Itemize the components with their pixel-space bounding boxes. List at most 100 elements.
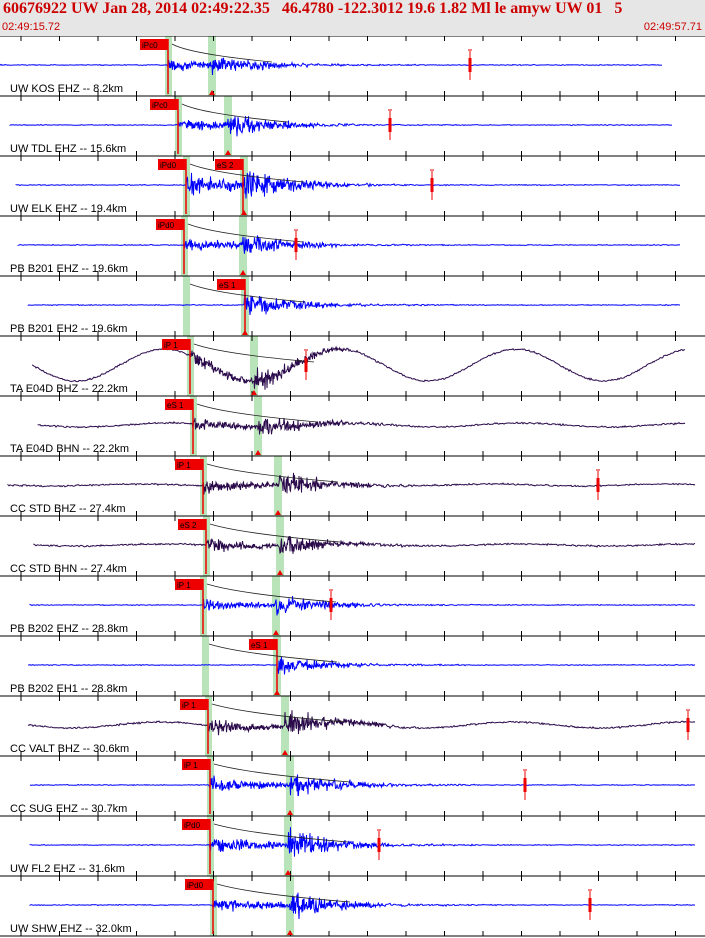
seismogram-panel[interactable]: iPc0 UW KOS EHZ -- 8.2km iPc0 UW TDL EHZ --… xyxy=(0,36,705,938)
pick-flag[interactable] xyxy=(178,519,206,530)
travel-time-curve xyxy=(189,163,305,183)
channel-label: UW TDL EHZ -- 15.6km xyxy=(10,143,126,155)
s-marker-icon xyxy=(241,210,247,215)
s-window-band xyxy=(250,336,258,396)
travel-time-curve xyxy=(193,343,315,363)
pick-flag[interactable] xyxy=(180,699,208,710)
amplitude-marker-bar xyxy=(430,178,434,192)
s-marker-icon xyxy=(255,450,261,455)
amplitude-marker-bar xyxy=(523,778,527,792)
header-bar: 60676922 UW Jan 28, 2014 02:49:22.35 46.… xyxy=(0,0,705,36)
channel-label: PB B201 EHZ -- 19.6km xyxy=(10,263,128,275)
amplitude-marker-bar xyxy=(329,598,333,612)
pick-label: iPd0 xyxy=(184,821,201,830)
travel-time-curve xyxy=(206,583,337,603)
channel-label: UW ELK EHZ -- 19.4km xyxy=(10,203,127,215)
pick-label: eS 1 xyxy=(219,281,236,290)
waveform-trace[interactable] xyxy=(37,417,686,435)
pick-label: eS 2 xyxy=(180,521,197,530)
channel-label: CC SUG EHZ -- 30.7km xyxy=(10,803,127,815)
travel-time-curve xyxy=(206,463,339,483)
amplitude-marker-bar xyxy=(596,478,600,492)
waveform-trace[interactable] xyxy=(28,656,696,675)
pick-flag[interactable] xyxy=(182,819,210,830)
pick-label: eS 1 xyxy=(167,401,184,410)
amplitude-marker-bar xyxy=(686,718,690,732)
waveform-trace[interactable] xyxy=(29,827,696,857)
waveform-trace[interactable] xyxy=(31,345,685,390)
amplitude-marker-bar xyxy=(388,118,392,132)
waveform-trace[interactable] xyxy=(27,710,696,736)
pick-flag[interactable] xyxy=(140,39,168,50)
pick-flag[interactable] xyxy=(217,279,245,290)
channel-label: PB B202 EHZ -- 28.8km xyxy=(10,623,128,635)
s-marker-icon xyxy=(273,630,279,635)
travel-time-curve xyxy=(187,223,304,243)
travel-time-curve xyxy=(213,823,349,843)
pick-label: iPd0 xyxy=(158,221,175,230)
waveform-trace[interactable] xyxy=(15,171,681,199)
channel-label: CC STD BHZ -- 27.4km xyxy=(10,503,126,515)
pick-label: iP 1 xyxy=(182,701,196,710)
time-start: 02:49:15.72 xyxy=(2,21,61,33)
s-pick-flag[interactable] xyxy=(215,159,243,170)
waveform-trace[interactable] xyxy=(33,535,696,555)
pick-label: iP 1 xyxy=(184,761,198,770)
s-marker-icon xyxy=(209,90,215,95)
waveform-trace[interactable] xyxy=(29,774,696,797)
channel-label: PB B202 EH1 -- 28.8km xyxy=(10,683,127,695)
pick-label: iPd0 xyxy=(187,881,204,890)
waveform-trace[interactable] xyxy=(29,892,696,920)
pick-label: iP 1 xyxy=(177,581,191,590)
amplitude-marker-bar xyxy=(377,838,381,852)
travel-time-curve xyxy=(189,283,306,303)
s-marker-icon xyxy=(240,270,246,275)
s-window-band xyxy=(254,396,262,456)
pick-flag[interactable] xyxy=(175,579,203,590)
channel-label: UW FL2 EHZ -- 31.6km xyxy=(10,863,125,875)
s-marker-icon xyxy=(287,930,293,935)
pick-flag[interactable] xyxy=(185,879,213,890)
amplitude-marker-bar xyxy=(468,58,472,72)
s-marker-icon xyxy=(277,570,283,575)
waveform-trace[interactable] xyxy=(7,472,696,495)
waveform-trace[interactable] xyxy=(9,116,673,137)
travel-time-curve xyxy=(216,883,351,903)
channel-label: CC STD BHN -- 27.4km xyxy=(10,563,127,575)
s-window-band xyxy=(281,696,289,756)
travel-time-curve xyxy=(171,43,273,63)
travel-time-curve xyxy=(209,523,341,543)
pick-flag[interactable] xyxy=(182,759,210,770)
s-window-band xyxy=(239,216,247,276)
pick-flag[interactable] xyxy=(162,339,190,350)
s-marker-icon xyxy=(287,810,293,815)
p-window-band xyxy=(202,636,209,696)
waveform-trace[interactable] xyxy=(29,596,696,616)
channel-label: UW SHW EHZ -- 32.0km xyxy=(10,923,132,935)
pick-flag[interactable] xyxy=(156,219,184,230)
pick-flag[interactable] xyxy=(150,99,178,110)
pick-label: iP 1 xyxy=(164,341,178,350)
channel-label: PB B201 EH2 -- 19.6km xyxy=(10,323,127,335)
channel-label: TA E04D BHN -- 22.2km xyxy=(10,443,129,455)
s-window-band xyxy=(276,516,284,576)
waveform-trace[interactable] xyxy=(27,290,681,316)
time-end: 02:49:57.71 xyxy=(643,21,702,33)
pick-flag[interactable] xyxy=(249,639,277,650)
s-marker-icon xyxy=(282,750,288,755)
waveform-trace[interactable] xyxy=(17,235,681,254)
amplitude-marker-bar xyxy=(304,358,308,372)
event-title: 60676922 UW Jan 28, 2014 02:49:22.35 46.… xyxy=(3,0,623,17)
waveform-trace[interactable] xyxy=(0,57,663,76)
travel-time-curve xyxy=(196,403,319,423)
pick-label: iP 1 xyxy=(177,461,191,470)
s-marker-icon xyxy=(251,390,257,395)
s-marker-icon xyxy=(285,870,291,875)
pick-label: iPd0 xyxy=(160,161,177,170)
pick-flag[interactable] xyxy=(165,399,193,410)
channel-label: UW KOS EHZ -- 8.2km xyxy=(10,83,123,95)
channel-label: CC VALT BHZ -- 30.6km xyxy=(10,743,129,755)
pick-flag[interactable] xyxy=(175,459,203,470)
s-marker-icon xyxy=(242,330,248,335)
pick-flag[interactable] xyxy=(158,159,186,170)
